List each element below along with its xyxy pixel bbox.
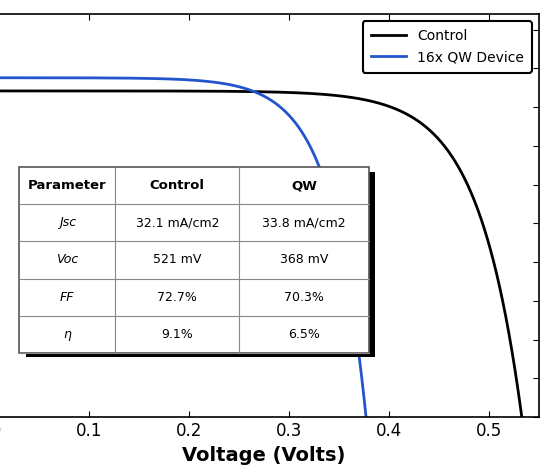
16x QW Device <box>368 465 375 471</box>
Text: QW: QW <box>291 179 317 192</box>
Control <box>47 88 54 94</box>
Control <box>192 88 199 94</box>
Line: Control: Control <box>0 91 527 458</box>
Control <box>524 456 530 461</box>
16x QW Device <box>319 172 326 178</box>
X-axis label: Voltage (Volts): Voltage (Volts) <box>182 446 346 465</box>
Text: 32.1 mA/cm2: 32.1 mA/cm2 <box>136 217 219 229</box>
Control <box>455 164 462 170</box>
Text: 521 mV: 521 mV <box>153 254 201 266</box>
16x QW Device <box>148 76 155 82</box>
16x QW Device <box>29 75 36 81</box>
Text: 6.5%: 6.5% <box>288 328 320 341</box>
Control <box>513 376 520 382</box>
Text: Jsc: Jsc <box>59 217 76 229</box>
Text: 9.1%: 9.1% <box>162 328 193 341</box>
Text: Parameter: Parameter <box>28 179 107 192</box>
16x QW Device <box>132 75 139 81</box>
Control <box>215 88 222 94</box>
Text: Control: Control <box>150 179 205 192</box>
Text: Voc: Voc <box>56 254 79 266</box>
Text: FF: FF <box>60 291 75 303</box>
16x QW Device <box>52 75 58 81</box>
Text: 33.8 mA/cm2: 33.8 mA/cm2 <box>262 217 346 229</box>
Text: η: η <box>63 328 72 341</box>
Bar <box>19 167 368 353</box>
Legend: Control, 16x QW Device: Control, 16x QW Device <box>362 21 532 73</box>
Control <box>79 88 86 94</box>
Bar <box>26 172 375 357</box>
Text: 70.3%: 70.3% <box>284 291 324 303</box>
16x QW Device <box>360 390 367 396</box>
Line: 16x QW Device: 16x QW Device <box>0 78 371 468</box>
Text: 72.7%: 72.7% <box>157 291 197 303</box>
Text: 368 mV: 368 mV <box>280 254 328 266</box>
